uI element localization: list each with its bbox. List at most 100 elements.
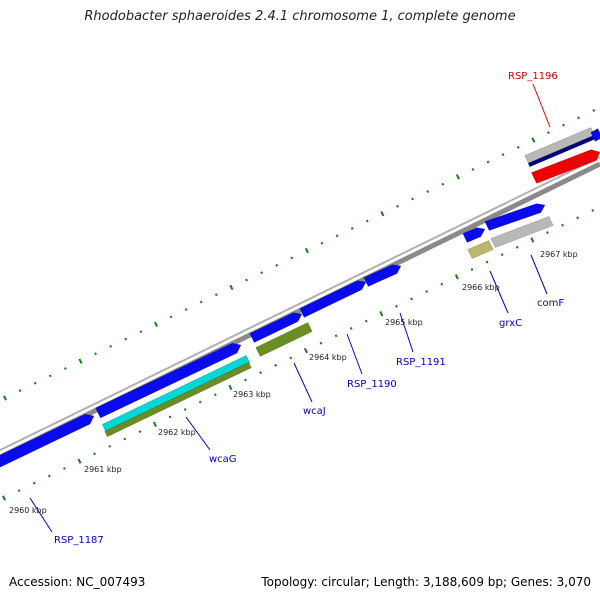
tick-label: 2965 kbp	[385, 318, 423, 327]
tick-mark	[153, 321, 158, 327]
tick-mark	[591, 208, 595, 212]
tick-mark	[320, 241, 324, 245]
gene-label-rsp-1191[interactable]: RSP_1191	[396, 357, 446, 368]
tick-mark	[486, 160, 490, 164]
gene-features	[0, 127, 600, 471]
gene-feature-grxc-blue[interactable]	[462, 227, 486, 243]
map-title: Rhodobacter sphaeroides 2.4.1 chromosome…	[84, 9, 516, 24]
tick-mark	[470, 267, 474, 271]
gene-label-wcag[interactable]: wcaG	[209, 454, 237, 465]
tick-label: 2960 kbp	[9, 506, 47, 515]
tick-mark	[454, 274, 459, 280]
tick-mark	[109, 344, 113, 348]
gene-feature-rsp-1196[interactable]	[530, 149, 600, 184]
gene-label-comf[interactable]: comF	[537, 298, 564, 309]
gene-label-rsp-1190[interactable]: RSP_1190	[347, 379, 397, 390]
tick-mark	[78, 358, 83, 364]
tick-mark	[2, 495, 6, 501]
tick-label: 2963 kbp	[233, 390, 271, 399]
tick-mark	[455, 174, 460, 180]
tick-mark	[198, 400, 202, 404]
accession-text: Accession: NC_007493	[9, 575, 146, 589]
tick-mark	[501, 153, 505, 157]
tick-mark	[546, 231, 549, 234]
gene-feature-wcag-blue[interactable]	[95, 342, 242, 419]
tick-mark	[576, 216, 579, 220]
tick-mark	[214, 293, 218, 297]
tick-mark	[365, 219, 369, 223]
outer-tick-track	[3, 108, 596, 401]
tick-mark	[485, 260, 489, 264]
tick-mark	[349, 326, 353, 330]
tick-mark	[440, 282, 444, 286]
gene-label-rsp-1196[interactable]: RSP_1196	[508, 71, 558, 82]
gene-feature-comf-blue[interactable]	[484, 203, 546, 231]
gene-feature-edge-blue[interactable]	[590, 128, 600, 142]
tick-mark	[274, 363, 278, 367]
gene-label-rsp-1187[interactable]: RSP_1187	[54, 535, 104, 546]
genome-summary-text: Topology: circular; Length: 3,188,609 bp…	[261, 575, 591, 589]
tick-mark	[380, 210, 385, 217]
tick-mark	[425, 290, 429, 293]
tick-mark	[516, 145, 520, 149]
tick-mark	[290, 256, 294, 260]
tick-mark	[379, 310, 384, 317]
tick-mark	[441, 182, 445, 186]
label-leaders	[29, 83, 551, 533]
leader-wcaj	[293, 362, 313, 403]
tick-mark	[108, 444, 112, 448]
leader-rsp-1191	[399, 312, 414, 353]
tick-mark	[530, 237, 535, 243]
tick-mark	[547, 131, 550, 134]
tick-mark	[303, 347, 308, 354]
tick-mark	[184, 308, 188, 311]
tick-label: 2967 kbp	[540, 250, 578, 259]
gene-feature-olive[interactable]	[104, 361, 252, 438]
gene-feature-rsp-1191[interactable]	[363, 264, 402, 287]
gene-feature-wcaj-olive[interactable]	[255, 322, 313, 357]
tick-mark	[396, 204, 399, 208]
tick-mark	[213, 393, 217, 397]
tick-mark	[228, 384, 233, 391]
gene-feature-rsp-1187[interactable]	[0, 413, 95, 471]
tick-mark	[33, 381, 37, 385]
tick-mark	[500, 253, 504, 257]
tick-mark	[275, 263, 279, 267]
tick-mark	[48, 374, 52, 378]
tick-mark	[169, 315, 173, 319]
tick-mark	[229, 284, 234, 291]
leader-wcag	[185, 416, 211, 451]
tick-label: 2962 kbp	[158, 428, 196, 437]
tick-label: 2964 kbp	[309, 353, 347, 362]
leader-comf	[530, 254, 548, 295]
tick-mark	[471, 167, 475, 171]
tick-mark	[562, 123, 565, 127]
leader-rsp-1196	[532, 83, 551, 128]
backbone-line-outer	[0, 156, 600, 452]
gene-label-wcaj[interactable]: wcaJ	[303, 406, 326, 417]
gene-feature-comf[interactable]	[490, 216, 554, 248]
tick-mark	[123, 437, 127, 441]
tick-mark	[32, 481, 36, 485]
tick-mark	[124, 337, 128, 341]
leader-grxc	[489, 270, 509, 314]
tick-mark	[319, 341, 323, 345]
tick-mark	[515, 245, 519, 249]
gene-label-grxc[interactable]: grxC	[499, 318, 522, 329]
tick-mark	[592, 108, 596, 112]
tick-mark	[260, 271, 263, 275]
tick-mark	[47, 474, 51, 478]
tick-mark	[395, 304, 398, 308]
tick-mark	[152, 421, 157, 427]
gene-feature-grxc[interactable]	[467, 240, 494, 259]
gene-feature-wcaj-blue[interactable]	[249, 312, 303, 343]
tick-mark	[411, 197, 414, 201]
tick-mark	[17, 489, 21, 493]
gene-feature-cyan[interactable]	[101, 355, 251, 432]
tick-mark	[426, 190, 430, 193]
gene-feature-rsp-1190[interactable]	[299, 280, 367, 318]
tick-label: 2966 kbp	[462, 283, 500, 292]
tick-mark	[139, 330, 143, 334]
leader-rsp-1187	[29, 497, 53, 533]
